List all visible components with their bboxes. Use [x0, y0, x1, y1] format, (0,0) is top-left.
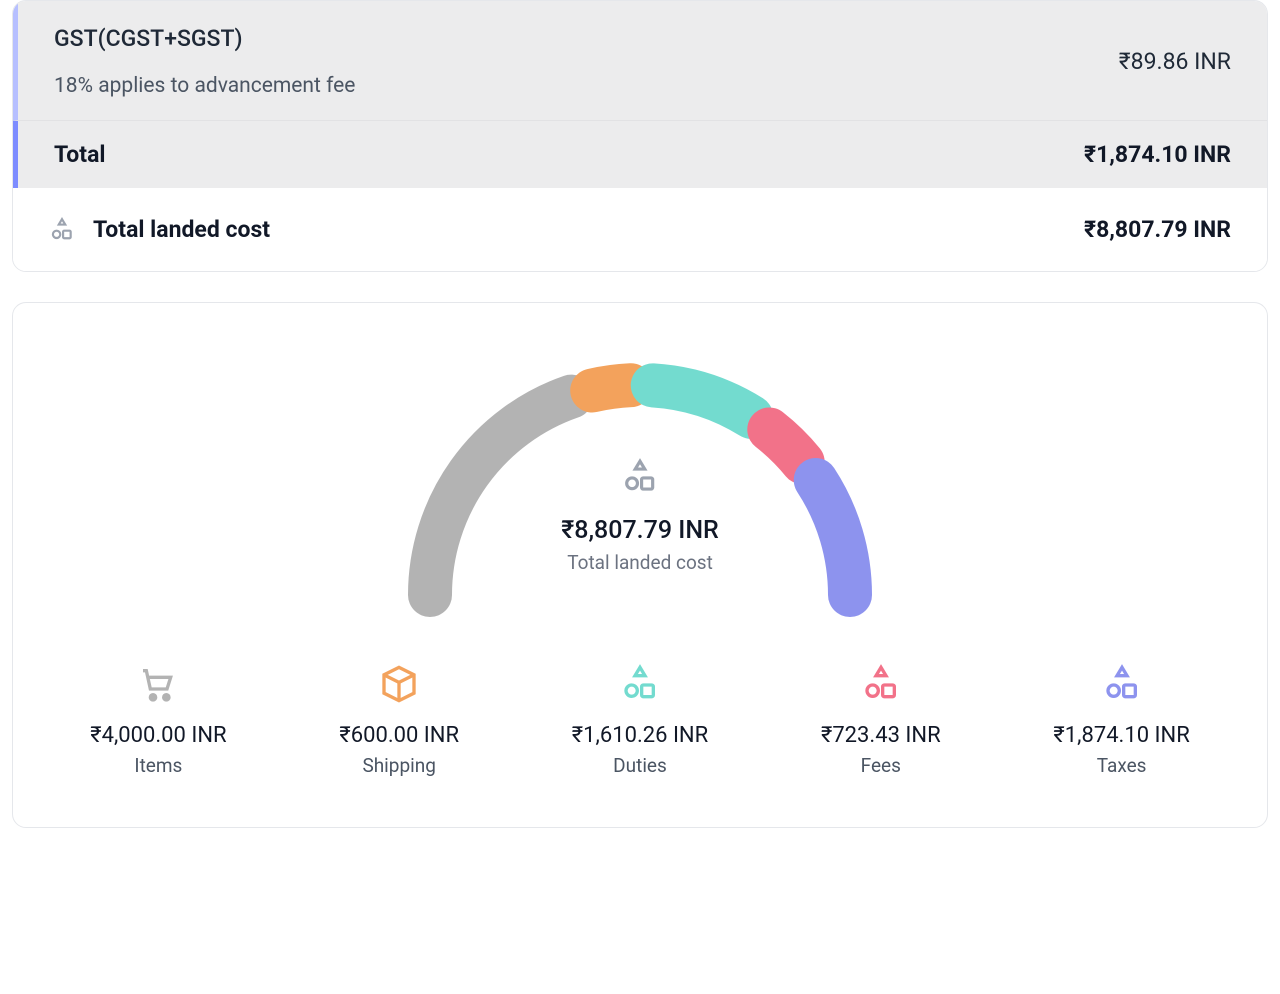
legend-item-shipping: ₹600.00 INR Shipping [284, 663, 515, 777]
legend-label: Items [43, 754, 274, 777]
legend: ₹4,000.00 INR Items ₹600.00 INR Shipping [43, 663, 1237, 777]
gauge-center-label: Total landed cost [390, 551, 890, 574]
total-landed-cost-row: Total landed cost ₹8,807.79 INR [13, 188, 1267, 271]
legend-amount: ₹723.43 INR [765, 723, 996, 748]
landed-label: Total landed cost [93, 216, 270, 243]
legend-amount: ₹4,000.00 INR [43, 723, 274, 748]
landed-amount: ₹8,807.79 INR [1084, 216, 1231, 243]
gst-row: GST(CGST+SGST) 18% applies to advancemen… [13, 1, 1267, 121]
section-total-row: Total ₹1,874.10 INR [13, 121, 1267, 188]
legend-amount: ₹1,610.26 INR [525, 723, 756, 748]
shapes-icon [1006, 663, 1237, 705]
legend-label: Shipping [284, 754, 515, 777]
legend-amount: ₹600.00 INR [284, 723, 515, 748]
legend-amount: ₹1,874.10 INR [1006, 723, 1237, 748]
taxes-summary-card: GST(CGST+SGST) 18% applies to advancemen… [12, 0, 1268, 272]
gauge-segment-shipping [592, 385, 631, 390]
shapes-icon [765, 663, 996, 705]
section-total-amount: ₹1,874.10 INR [1084, 141, 1231, 168]
box-icon [284, 663, 515, 705]
legend-label: Duties [525, 754, 756, 777]
cart-icon [43, 663, 274, 705]
legend-item-fees: ₹723.43 INR Fees [765, 663, 996, 777]
landed-cost-breakdown-card: ₹8,807.79 INR Total landed cost ₹4,000.0… [12, 302, 1268, 828]
shapes-icon [49, 217, 75, 243]
legend-label: Taxes [1006, 754, 1237, 777]
legend-item-taxes: ₹1,874.10 INR Taxes [1006, 663, 1237, 777]
gauge-center: ₹8,807.79 INR Total landed cost [390, 458, 890, 574]
legend-item-duties: ₹1,610.26 INR Duties [525, 663, 756, 777]
gauge-segment-duties [653, 385, 752, 417]
gauge-center-amount: ₹8,807.79 INR [390, 516, 890, 545]
shapes-icon [390, 458, 890, 500]
legend-label: Fees [765, 754, 996, 777]
shapes-icon [525, 663, 756, 705]
gst-title: GST(CGST+SGST) [54, 25, 355, 52]
legend-item-items: ₹4,000.00 INR Items [43, 663, 274, 777]
cost-gauge-chart: ₹8,807.79 INR Total landed cost [390, 333, 890, 623]
section-total-label: Total [54, 141, 105, 168]
gst-amount: ₹89.86 INR [1119, 48, 1231, 75]
gst-subtitle: 18% applies to advancement fee [54, 74, 355, 98]
